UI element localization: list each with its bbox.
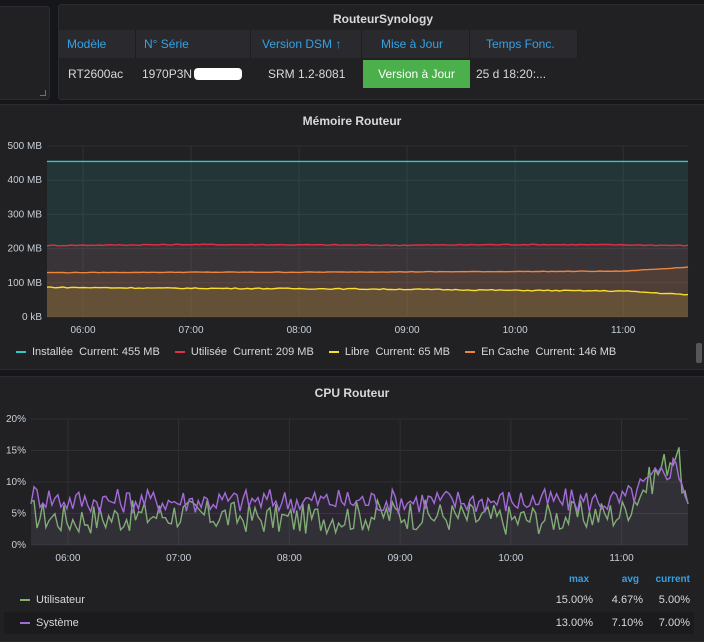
legend-name: Utilisateur <box>36 594 85 606</box>
table-cell-dsm-version: SRM 1.2-8081 <box>268 67 346 81</box>
legend-current: Current: 455 MB <box>79 346 160 358</box>
x-tick-label: 10:00 <box>503 325 528 336</box>
x-tick-label: 06:00 <box>55 553 80 564</box>
series-area <box>31 447 688 545</box>
table-cell-uptime: 25 d 18:20:... <box>476 67 547 81</box>
legend-name: Libre <box>344 346 370 358</box>
x-tick-label: 11:00 <box>609 553 634 564</box>
y-tick-label: 15% <box>6 446 26 457</box>
table-cell-model: RT2600ac <box>68 67 124 81</box>
y-tick-label: 10% <box>6 477 26 488</box>
resize-handle-icon[interactable] <box>40 90 46 96</box>
y-tick-label: 100 MB <box>8 278 43 289</box>
legend-item-en-cache[interactable]: En Cache Current: 146 MB <box>465 346 616 358</box>
legend-item-installee[interactable]: Installée Current: 455 MB <box>16 346 160 358</box>
table-header-model[interactable]: Modèle <box>59 30 136 58</box>
series-area <box>47 287 688 317</box>
series-area <box>47 161 688 317</box>
x-tick-label: 09:00 <box>395 325 420 336</box>
x-tick-label: 06:00 <box>70 325 95 336</box>
legend-header-avg[interactable]: avg <box>621 574 639 585</box>
x-tick-label: 10:00 <box>498 553 523 564</box>
series-area <box>47 244 688 317</box>
table-header-dsm-version[interactable]: Version DSM ↑ <box>251 30 362 58</box>
panel-title[interactable]: Mémoire Routeur <box>302 114 402 128</box>
y-tick-label: 500 MB <box>8 141 43 152</box>
legend-swatch <box>20 599 30 602</box>
legend-current: 7.00% <box>658 617 690 629</box>
table-cell-update-status: Version à Jour <box>363 60 470 88</box>
legend-swatch <box>20 622 30 625</box>
y-tick-label: 200 MB <box>8 244 43 255</box>
legend-header-current[interactable]: current <box>655 574 690 585</box>
cpu-chart[interactable]: 0% 5% 10% 15% 20% 06:00 07:00 08:00 09:00 10:00 11… <box>0 408 704 568</box>
series-area <box>47 266 688 317</box>
memory-legend: Installée Current: 455 MB Utilisée Curre… <box>16 346 628 358</box>
x-tick-label: 11:00 <box>611 325 636 336</box>
series-line <box>30 456 689 515</box>
legend-row-utilisateur[interactable]: Utilisateur 15.00% 4.67% 5.00% <box>4 589 694 611</box>
redaction-mask <box>194 68 242 80</box>
y-tick-label: 300 MB <box>8 209 43 220</box>
legend-header-max[interactable]: max <box>568 574 589 585</box>
x-tick-label: 07:00 <box>179 325 204 336</box>
y-tick-label: 0 kB <box>22 312 42 323</box>
y-tick-label: 5% <box>12 509 27 520</box>
legend-row-systeme[interactable]: Système 13.00% 7.10% 7.00% <box>4 612 694 634</box>
legend-current: Current: 65 MB <box>375 346 451 358</box>
legend-scrollbar[interactable] <box>696 343 702 363</box>
x-tick-label: 07:00 <box>166 553 191 564</box>
x-tick-label: 08:00 <box>287 325 312 336</box>
legend-name: Utilisée <box>190 346 227 358</box>
table-header-uptime[interactable]: Temps Fonc. <box>470 30 578 58</box>
legend-avg: 7.10% <box>611 617 643 629</box>
legend-current: Current: 209 MB <box>233 346 314 358</box>
panel-title[interactable]: RouteurSynology <box>332 12 433 26</box>
x-tick-label: 09:00 <box>388 553 413 564</box>
cpu-panel: CPU Routeur <box>0 376 704 642</box>
legend-max: 13.00% <box>555 617 593 629</box>
series-line <box>30 447 689 536</box>
memory-panel: Mémoire Routeur <box>0 104 704 370</box>
y-tick-label: 400 MB <box>8 175 43 186</box>
series-line <box>46 266 689 274</box>
table-header-update[interactable]: Mise à Jour <box>362 30 470 58</box>
legend-swatch <box>465 351 476 354</box>
series-area <box>31 458 688 545</box>
table-header-serial[interactable]: N° Série <box>136 30 251 58</box>
legend-name: En Cache <box>481 346 530 358</box>
y-tick-label: 0% <box>12 540 27 551</box>
y-tick-label: 20% <box>6 414 26 425</box>
panel-title[interactable]: CPU Routeur <box>314 386 390 400</box>
series-line <box>47 286 689 296</box>
legend-name: Installée <box>32 346 73 358</box>
memory-chart[interactable]: 0 kB 100 MB 200 MB 300 MB 400 MB 500 MB 06:00 0… <box>0 130 704 340</box>
legend-swatch <box>16 351 26 354</box>
legend-current: 5.00% <box>658 594 690 606</box>
legend-item-utilisee[interactable]: Utilisée Current: 209 MB <box>174 346 314 358</box>
legend-max: 15.00% <box>555 594 593 606</box>
legend-current: Current: 146 MB <box>535 346 617 358</box>
legend-name: Système <box>36 617 79 629</box>
x-tick-label: 08:00 <box>277 553 302 564</box>
legend-item-libre[interactable]: Libre Current: 65 MB <box>328 346 451 358</box>
legend-swatch <box>328 351 339 354</box>
table-cell-serial: 1970P3N <box>142 67 193 81</box>
partial-panel-left <box>0 6 50 100</box>
series-line <box>46 243 689 247</box>
legend-swatch <box>174 351 185 354</box>
legend-avg: 4.67% <box>611 594 643 606</box>
